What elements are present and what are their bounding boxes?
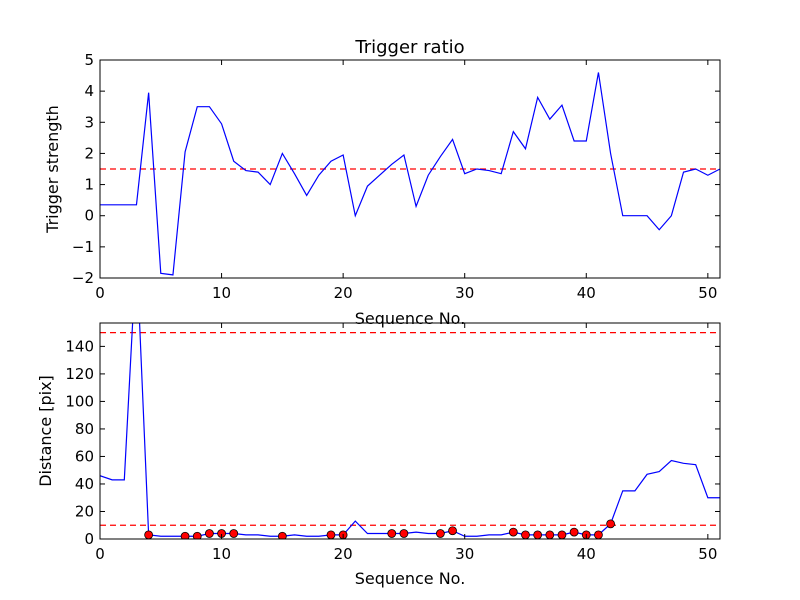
triggered-point [229, 529, 239, 538]
triggered-point [606, 519, 615, 529]
bottom-y-tick-label: 20 [75, 502, 94, 520]
triggered-point [569, 527, 579, 537]
triggered-point [326, 530, 336, 539]
top-plot-area [100, 72, 720, 276]
bottom-x-tick-label: 10 [212, 545, 231, 563]
bottom-y-tick-label: 80 [75, 420, 94, 438]
top-x-tick-label: 30 [455, 284, 474, 302]
chart-title: Trigger ratio [354, 37, 464, 58]
bottom-y-tick-label: 120 [65, 365, 94, 383]
triggered-point [399, 529, 409, 538]
top-y-axis-label: Trigger strength [43, 105, 62, 234]
top-x-tick-label: 10 [212, 284, 231, 302]
triggered-point [508, 527, 518, 537]
top-y-tick-label: −2 [72, 269, 94, 287]
triggered-point [594, 530, 603, 539]
trigger-strength-line [100, 72, 720, 276]
bottom-x-axis-label: Sequence No. [355, 569, 466, 588]
top-x-tick-label: 40 [577, 284, 596, 302]
triggered-point [435, 529, 445, 538]
bottom-axis-ticks: 0 10 20 30 40 50 0 20 40 60 80 100 120 140 [65, 323, 720, 563]
triggered-point [533, 530, 543, 539]
bottom-axes-frame [99, 322, 721, 540]
top-y-tick-label: 3 [84, 113, 94, 131]
top-y-tick-label: 1 [84, 176, 94, 194]
triggered-point [180, 531, 190, 539]
top-y-tick-label: −1 [72, 238, 94, 256]
top-y-tick-label: 4 [84, 82, 94, 100]
top-axes-frame [99, 59, 721, 279]
bottom-x-tick-label: 30 [455, 545, 474, 563]
bottom-y-tick-label: 0 [84, 530, 94, 548]
triggered-point [205, 529, 214, 538]
distance-line [100, 323, 720, 537]
top-x-tick-label: 20 [334, 284, 353, 302]
bottom-x-tick-label: 0 [95, 545, 105, 563]
bottom-y-axis-label: Distance [pix] [36, 375, 55, 487]
triggered-point [144, 530, 154, 539]
triggered-point [557, 530, 567, 539]
distance-chart: 0 10 20 30 40 50 0 20 40 60 80 100 120 140 Sequence N… [36, 322, 721, 588]
bottom-x-tick-label: 50 [698, 545, 717, 563]
trigger-ratio-chart: Trigger ratio 0 10 20 30 40 50 −2 −1 0 1 2 3 4 5 Sequ… [43, 37, 721, 328]
top-x-tick-label: 50 [698, 284, 717, 302]
bottom-y-tick-label: 40 [75, 475, 94, 493]
triggered-point [545, 530, 555, 539]
top-x-axis-label: Sequence No. [355, 309, 466, 328]
top-y-tick-label: 2 [84, 144, 94, 162]
bottom-y-tick-label: 60 [75, 447, 94, 465]
triggered-point [448, 526, 457, 536]
triggered-point [387, 529, 397, 538]
bottom-x-tick-label: 40 [577, 545, 596, 563]
triggered-point [277, 531, 287, 539]
bottom-y-tick-label: 100 [65, 392, 94, 410]
bottom-y-tick-label: 140 [65, 337, 94, 355]
bottom-x-tick-label: 20 [334, 545, 353, 563]
top-y-tick-label: 0 [84, 207, 94, 225]
top-x-tick-label: 0 [95, 284, 105, 302]
top-axis-ticks: 0 10 20 30 40 50 −2 −1 0 1 2 3 4 5 [72, 51, 720, 302]
triggered-point [192, 531, 202, 539]
triggered-point [521, 530, 530, 539]
bottom-plot-area [100, 323, 720, 539]
top-y-tick-label: 5 [84, 51, 94, 69]
